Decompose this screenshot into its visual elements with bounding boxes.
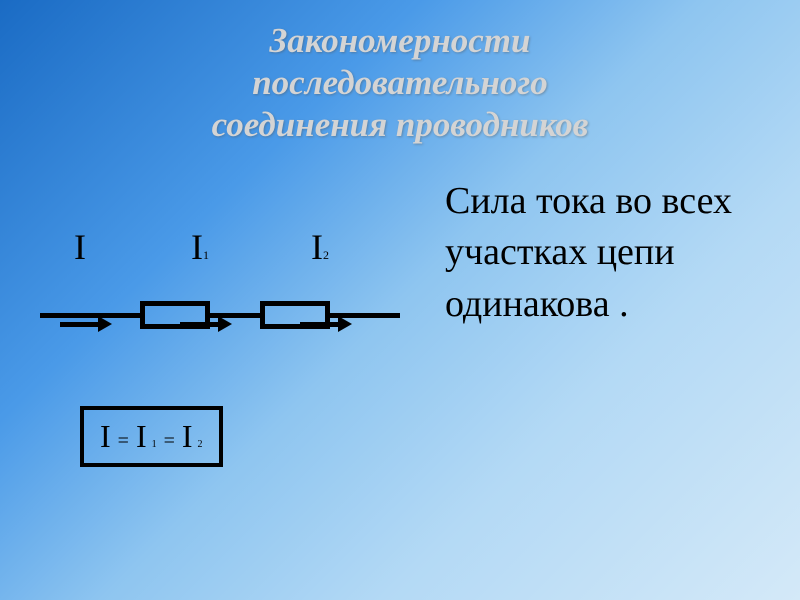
- wire-segment: [40, 313, 140, 318]
- label-i1-text: I 1: [191, 226, 209, 268]
- resistor-1: [140, 301, 210, 329]
- circuit-diagram: I I 1 I 2: [40, 226, 400, 341]
- current-labels-row: I I 1 I 2: [40, 226, 400, 276]
- title-line-3: соединения проводников: [0, 104, 800, 146]
- resistor-2: [260, 301, 330, 329]
- formula-box: I = I 1 = I 2: [80, 406, 223, 467]
- title-line-2: последовательного: [0, 62, 800, 104]
- label-i-text: I: [74, 226, 86, 268]
- title-line-1: Закономерности: [0, 20, 800, 62]
- wire-segment: [330, 313, 400, 318]
- formula-equation: I = I 1 = I 2: [100, 418, 203, 455]
- trailing-dot: .: [610, 283, 629, 325]
- description-text: Сила тока во всех участках цепи одинаков…: [445, 176, 745, 330]
- label-i2-text: I 2: [311, 226, 329, 268]
- wire-segment: [210, 313, 260, 318]
- circuit-line: [40, 301, 400, 341]
- content-area: I I 1 I 2: [0, 166, 800, 586]
- slide-title: Закономерности последовательного соедине…: [0, 0, 800, 146]
